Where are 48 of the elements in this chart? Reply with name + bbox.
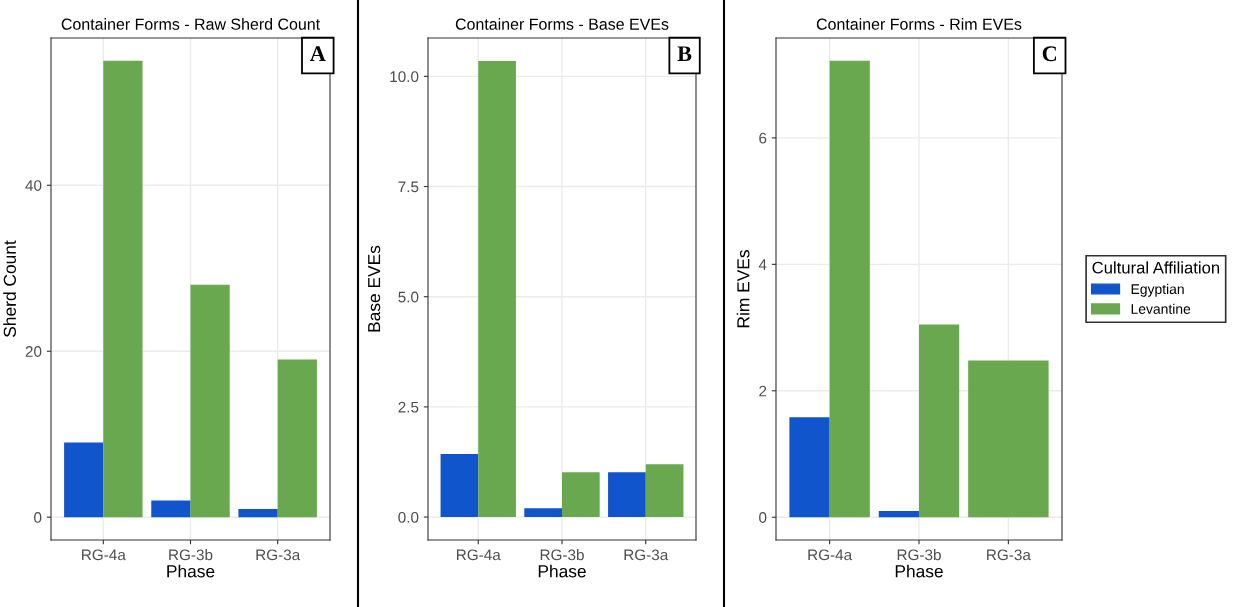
y-tick-label: 0.0 xyxy=(398,511,419,523)
bar xyxy=(64,442,104,518)
y-tick-label: 10.0 xyxy=(390,71,419,83)
x-tick-label: RG-3a xyxy=(624,549,669,561)
x-tick-label: RG-3b xyxy=(169,549,213,561)
chart-title: Container Forms - Raw Sherd Count xyxy=(61,18,320,30)
x-tick-label: RG-3a xyxy=(256,549,301,561)
bar xyxy=(562,472,600,518)
x-axis-title: Phase xyxy=(167,564,215,578)
chart-title: Container Forms - Rim EVEs xyxy=(816,18,1022,30)
bar xyxy=(190,284,230,518)
bar xyxy=(103,60,143,518)
bar xyxy=(151,500,191,518)
x-tick-label: RG-4a xyxy=(808,549,853,561)
bar xyxy=(524,508,562,518)
x-tick-label: RG-4a xyxy=(82,549,126,561)
legend-label: Egyptian xyxy=(1131,283,1184,297)
x-axis-title: Phase xyxy=(895,564,943,578)
y-axis-title: Base EVEs xyxy=(368,245,381,332)
x-tick-label: RG-4a xyxy=(457,549,501,561)
legend-title: Cultural Affiliation xyxy=(1092,261,1220,274)
bar xyxy=(238,508,278,518)
y-tick-label: 2 xyxy=(759,385,767,397)
annotation: A xyxy=(309,46,326,61)
y-axis-title: Rim EVEs xyxy=(736,250,750,328)
y-axis-title: Sherd Count xyxy=(3,240,16,337)
y-tick-label: 4 xyxy=(758,259,767,270)
y-tick-label: 5.0 xyxy=(398,291,419,303)
annotation: B xyxy=(677,46,692,62)
y-tick-label: 2.5 xyxy=(398,401,419,413)
y-tick-label: 0 xyxy=(34,512,42,523)
x-tick-label: RG-3a xyxy=(987,549,1031,561)
y-tick-label: 6 xyxy=(759,132,767,144)
y-tick-label: 20 xyxy=(25,346,42,357)
y-tick-label: 0 xyxy=(759,512,767,523)
bar xyxy=(608,472,646,518)
annotation: C xyxy=(1042,46,1057,62)
y-tick-label: 7.5 xyxy=(398,181,419,193)
bar xyxy=(478,60,516,518)
x-tick-label: RG-3b xyxy=(897,549,941,561)
x-axis-title: Phase xyxy=(538,564,586,578)
y-tick-label: 40 xyxy=(25,180,42,191)
bar xyxy=(277,359,317,518)
legend-label: Levantine xyxy=(1131,303,1191,314)
chart-title: Container Forms - Base EVEs xyxy=(455,18,669,30)
bar xyxy=(645,464,684,518)
x-tick-label: RG-3b xyxy=(540,549,584,561)
bar xyxy=(440,454,479,518)
